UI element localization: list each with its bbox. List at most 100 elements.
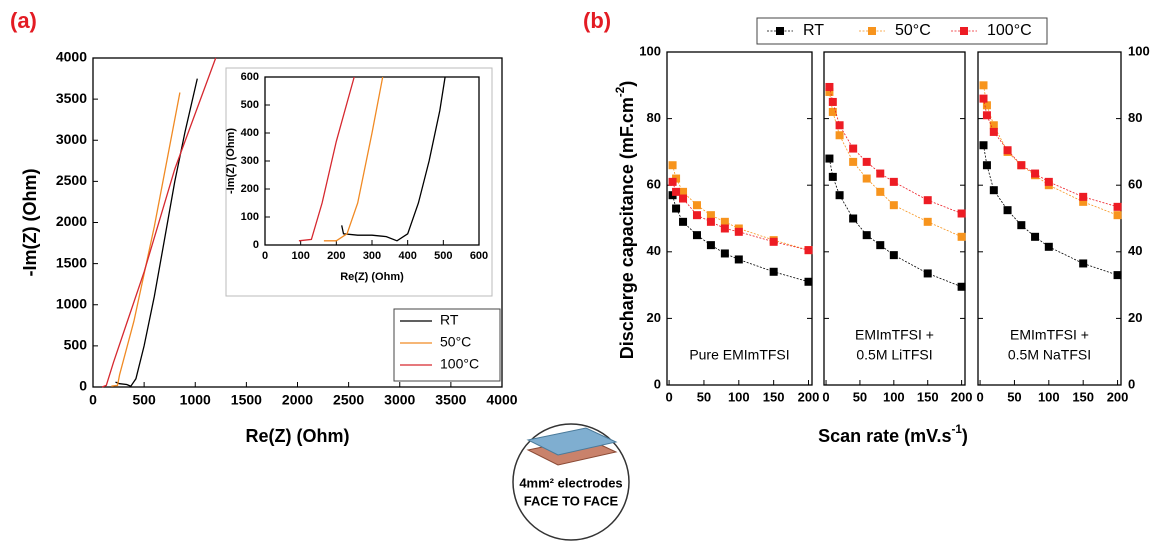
x-tick-label: 50 xyxy=(1007,389,1021,404)
marker xyxy=(804,277,813,286)
marker xyxy=(835,121,844,130)
marker xyxy=(734,255,743,264)
marker xyxy=(876,187,885,196)
marker xyxy=(734,227,743,236)
marker xyxy=(957,209,966,218)
y-tick-label: 0 xyxy=(654,376,661,391)
x-tick-label: 100 xyxy=(1038,389,1060,404)
x-tick-label: 1500 xyxy=(231,392,262,408)
y-tick-label: 40 xyxy=(1128,243,1142,258)
x-tick-label: 500 xyxy=(434,250,452,262)
legend-box xyxy=(756,17,1048,45)
panel-annotation: 0.5M LiTFSI xyxy=(856,347,932,363)
marker xyxy=(692,201,701,210)
marker xyxy=(825,82,834,91)
diagram-text: FACE TO FACE xyxy=(524,493,619,508)
y-tick-label: 20 xyxy=(647,310,661,325)
y-tick-label: 3000 xyxy=(56,131,87,147)
y-tick-label: 4000 xyxy=(56,49,87,65)
y-tick-label: 80 xyxy=(1128,110,1142,125)
y-tick-label: 80 xyxy=(647,110,661,125)
marker xyxy=(989,127,998,136)
marker xyxy=(706,217,715,226)
x-tick-label: 2500 xyxy=(333,392,364,408)
plot-frame xyxy=(666,51,813,386)
marker xyxy=(862,157,871,166)
x-tick-label: 150 xyxy=(917,389,939,404)
marker xyxy=(720,224,729,233)
axis-title-text: ) xyxy=(962,426,968,446)
marker xyxy=(835,131,844,140)
series-line xyxy=(672,195,809,283)
x-tick-label: 1000 xyxy=(180,392,211,408)
axis-title-text: ) xyxy=(617,81,637,87)
marker xyxy=(769,267,778,276)
y-tick-label: 200 xyxy=(241,183,259,195)
panel-annotation: EMImTFSI + xyxy=(1010,327,1089,343)
marker xyxy=(1079,197,1088,206)
panel-annotation: 0.5M NaTFSI xyxy=(1008,347,1091,363)
plot-frame xyxy=(823,51,966,386)
marker xyxy=(849,144,858,153)
marker xyxy=(679,194,688,203)
x-tick-label: 3500 xyxy=(435,392,466,408)
marker xyxy=(835,191,844,200)
series-line xyxy=(341,76,446,242)
marker xyxy=(1113,202,1122,211)
x-axis-title: Re(Z) (Ohm) xyxy=(340,271,404,283)
marker xyxy=(849,214,858,223)
y-tick-label: 1500 xyxy=(56,254,87,270)
series-line xyxy=(111,92,181,387)
marker xyxy=(706,211,715,220)
marker xyxy=(989,121,998,130)
y-tick-label: 0 xyxy=(79,378,87,394)
marker xyxy=(769,237,778,246)
legend-marker xyxy=(960,27,968,35)
legend-label: 100°C xyxy=(987,22,1032,39)
marker xyxy=(720,217,729,226)
axis-title: Discharge capacitance (mF.cm-2) xyxy=(614,81,637,360)
marker xyxy=(1003,146,1012,155)
marker xyxy=(957,282,966,291)
marker xyxy=(1031,169,1040,178)
marker xyxy=(923,196,932,205)
legend-label: 100°C xyxy=(440,356,479,372)
marker xyxy=(876,241,885,250)
panel-label: (b) xyxy=(583,8,611,33)
diagram-text: 4mm² electrodes xyxy=(519,475,622,490)
y-tick-label: 400 xyxy=(241,127,259,139)
series-line xyxy=(672,165,809,251)
x-tick-label: 600 xyxy=(470,250,488,262)
y-tick-label: 40 xyxy=(647,243,661,258)
x-tick-label: 200 xyxy=(798,389,820,404)
x-tick-label: 2000 xyxy=(282,392,313,408)
x-tick-label: 0 xyxy=(262,250,268,262)
marker xyxy=(923,217,932,226)
series-line xyxy=(298,76,355,242)
marker xyxy=(979,81,988,90)
marker xyxy=(1113,211,1122,220)
marker xyxy=(692,231,701,240)
marker xyxy=(982,111,991,120)
axis-title-text: Scan rate (mV.s xyxy=(818,426,951,446)
y-tick-label: 100 xyxy=(639,43,661,58)
y-tick-label: 500 xyxy=(64,337,88,353)
x-tick-label: 150 xyxy=(763,389,785,404)
series-line xyxy=(829,158,962,288)
x-tick-label: 100 xyxy=(728,389,750,404)
series-line xyxy=(101,57,217,388)
x-tick-label: 0 xyxy=(976,389,983,404)
x-tick-label: 500 xyxy=(132,392,156,408)
marker xyxy=(825,87,834,96)
marker xyxy=(862,174,871,183)
x-tick-label: 0 xyxy=(89,392,97,408)
axis-title-text: Discharge capacitance (mF.cm xyxy=(617,97,637,359)
y-tick-label: 300 xyxy=(241,155,259,167)
axis-title-sup: -1 xyxy=(952,423,963,436)
legend-label: 50°C xyxy=(440,334,471,350)
y-tick-label: 2500 xyxy=(56,172,87,188)
panel-annotation: Pure EMImTFSI xyxy=(689,347,789,363)
marker xyxy=(889,201,898,210)
marker xyxy=(706,241,715,250)
marker xyxy=(828,107,837,116)
